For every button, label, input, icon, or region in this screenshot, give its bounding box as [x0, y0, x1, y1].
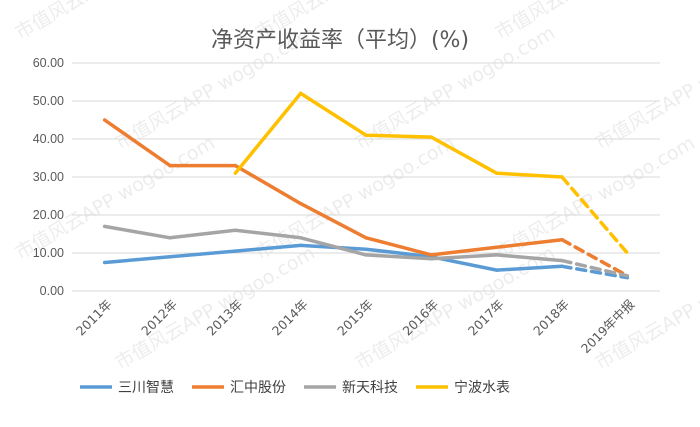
legend-label: 三川智慧 — [118, 380, 174, 396]
y-axis-ticks: 0.00 10.00 20.00 30.00 40.00 50.00 60.00 — [33, 56, 64, 298]
legend-item: 宁波水表 — [416, 379, 510, 396]
series-lines — [102, 91, 630, 280]
legend-label: 汇中股份 — [230, 380, 286, 396]
x-tick-label: 2011年 — [73, 297, 115, 339]
watermark-text: 市值风云APP wogoo.com — [12, 0, 219, 44]
watermark-text: 市值风云APP wogoo.com — [592, 242, 700, 374]
series-segment — [233, 243, 303, 253]
y-tick-label: 40.00 — [33, 132, 64, 146]
legend-label: 新天科技 — [342, 380, 398, 396]
series-segment — [233, 91, 303, 175]
series-segment — [494, 237, 564, 250]
legend-label: 宁波水表 — [454, 379, 510, 396]
series-segment — [298, 236, 368, 257]
y-tick-label: 10.00 — [33, 246, 64, 260]
y-tick-label: 60.00 — [33, 56, 64, 70]
gridlines — [72, 62, 660, 292]
series-segment — [494, 171, 564, 179]
series-segment — [168, 228, 238, 240]
series-segment — [494, 264, 564, 272]
series-segment-dashed — [560, 175, 630, 255]
y-tick-label: 50.00 — [33, 94, 64, 108]
series-segment — [429, 245, 499, 257]
y-tick-label: 30.00 — [33, 170, 64, 184]
legend-item: 新天科技 — [304, 380, 398, 396]
series-segment — [102, 224, 172, 240]
legend-item: 三川智慧 — [80, 380, 174, 396]
series-segment — [102, 255, 172, 265]
series-segment-dashed — [560, 258, 630, 278]
series-segment — [233, 163, 303, 206]
x-tick-label: 2015年 — [334, 297, 376, 339]
legend-item: 汇中股份 — [192, 380, 286, 396]
series-segment — [168, 249, 238, 259]
legend: 三川智慧 汇中股份 新天科技 宁波水表 — [80, 379, 510, 396]
series-4 — [233, 91, 630, 255]
series-3 — [102, 224, 630, 278]
y-tick-label: 0.00 — [40, 284, 64, 298]
series-segment — [429, 253, 499, 261]
y-tick-label: 20.00 — [33, 208, 64, 222]
series-segment — [364, 236, 434, 257]
x-tick-label: 2018年 — [530, 297, 572, 339]
series-segment — [364, 247, 434, 259]
series-segment-dashed — [560, 264, 630, 280]
series-1 — [102, 243, 630, 280]
series-segment — [429, 135, 499, 175]
series-segment — [364, 253, 434, 261]
series-segment — [298, 201, 368, 240]
series-segment — [494, 253, 564, 263]
x-tick-label: 2014年 — [269, 297, 311, 339]
series-segment-dashed — [560, 237, 630, 278]
series-segment — [298, 91, 368, 137]
series-segment — [233, 228, 303, 240]
series-segment — [102, 118, 172, 168]
series-2 — [102, 118, 630, 278]
watermark-text: 市值风云APP wogoo.com — [252, 132, 459, 264]
series-segment — [364, 133, 434, 139]
chart-title: 净资产收益率（平均）(%) — [211, 28, 469, 53]
watermark-text: 市值风云APP wogoo.com — [12, 132, 219, 264]
